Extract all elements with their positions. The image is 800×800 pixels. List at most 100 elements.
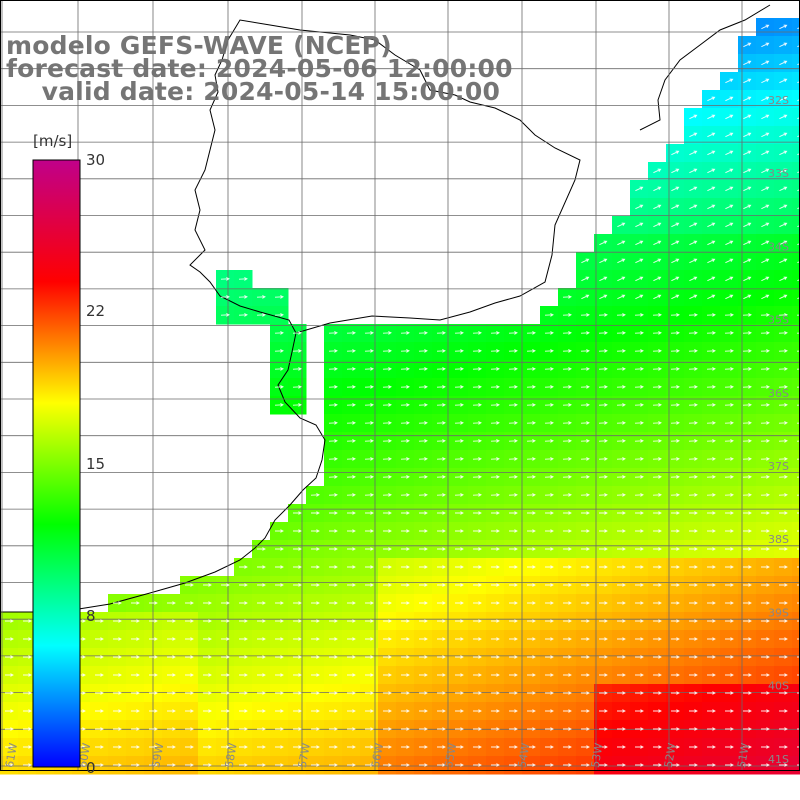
wind-vector [527,601,536,605]
wind-vector [725,258,734,264]
wind-vector [95,709,104,713]
wind-vector [707,240,716,246]
wind-vector [383,529,392,533]
wind-vector [725,529,734,533]
wind-vector [652,349,662,353]
wind-vector [203,655,212,659]
wind-vector [725,96,734,102]
wind-vector [797,710,800,712]
wind-vector [743,583,752,587]
wind-vector [617,727,626,731]
wind-vector [347,763,356,767]
wind-vector [220,277,230,281]
wind-vector [472,475,482,479]
wind-vector [617,745,626,749]
wind-vector [779,204,788,210]
wind-vector [653,258,662,264]
wind-vector [275,583,284,587]
wind-vector [328,475,338,479]
wind-vector [760,421,770,425]
wind-vector [760,493,770,497]
wind-vector [329,511,338,515]
wind-cell [792,684,800,703]
wind-vector [689,294,698,300]
wind-vector [761,114,770,120]
wind-vector [383,511,392,515]
wind-cell [792,162,800,181]
wind-vector [220,295,230,299]
wind-vector [617,673,626,677]
wind-vector [437,709,446,713]
wind-cell [792,252,800,271]
wind-vector [796,494,800,496]
wind-vector [653,240,662,246]
wind-vector [401,727,410,731]
wind-vector [509,511,518,515]
wind-cell [792,576,800,595]
wind-vector [743,114,752,120]
wind-vector [779,186,788,192]
wind-vector [724,403,734,407]
wind-vector [364,475,374,479]
wind-vector [689,691,698,695]
wind-vector [455,547,464,551]
wind-vector [328,349,338,353]
wind-vector [418,385,428,389]
wind-vector [293,619,302,623]
wind-vector [616,367,626,371]
wind-vector [5,745,14,749]
wind-vector [454,439,464,443]
wind-vector [743,276,752,282]
wind-cell [792,468,800,487]
wind-vector [454,493,464,497]
wind-vector [634,313,644,317]
wind-vector [347,565,356,569]
wind-vector [761,547,770,551]
wind-vector [653,565,662,569]
wind-vector [437,673,446,677]
wind-vector [329,655,338,659]
wind-vector [599,673,608,677]
wind-vector [563,565,572,569]
wind-vector [581,709,590,713]
wind-cell [792,522,800,541]
wind-vector [724,367,734,371]
wind-vector [616,421,626,425]
wind-vector [328,367,338,371]
wind-vector [725,709,734,713]
wind-vector [743,511,752,515]
wind-vector [653,601,662,605]
wind-cell [792,90,800,109]
wind-vector [706,385,716,389]
wind-vector [635,204,644,210]
wind-vector [797,548,800,550]
wind-vector [185,709,194,713]
wind-vector [347,727,356,731]
wind-vector [761,276,770,282]
wind-vector [796,332,800,334]
wind-vector [563,691,572,695]
wind-vector [617,240,626,246]
wind-vector [455,655,464,659]
wind-vector [707,511,716,515]
coastline-upper [639,4,771,131]
wind-vector [689,601,698,605]
wind-vector [707,655,716,659]
wind-vector [400,475,410,479]
wind-speed-field [0,18,800,775]
wind-vector [706,493,716,497]
wind-cell [792,648,800,667]
wind-vector [671,745,680,749]
wind-vector [401,691,410,695]
wind-vector [779,583,788,587]
wind-vector [509,745,518,749]
wind-vector [779,601,788,605]
wind-vector [23,709,32,713]
wind-vector [797,152,800,156]
wind-vector [779,547,788,551]
wind-vector [149,637,158,641]
wind-vector [670,331,680,335]
wind-vector [545,673,554,677]
wind-vector [472,403,482,407]
wind-vector [761,529,770,533]
